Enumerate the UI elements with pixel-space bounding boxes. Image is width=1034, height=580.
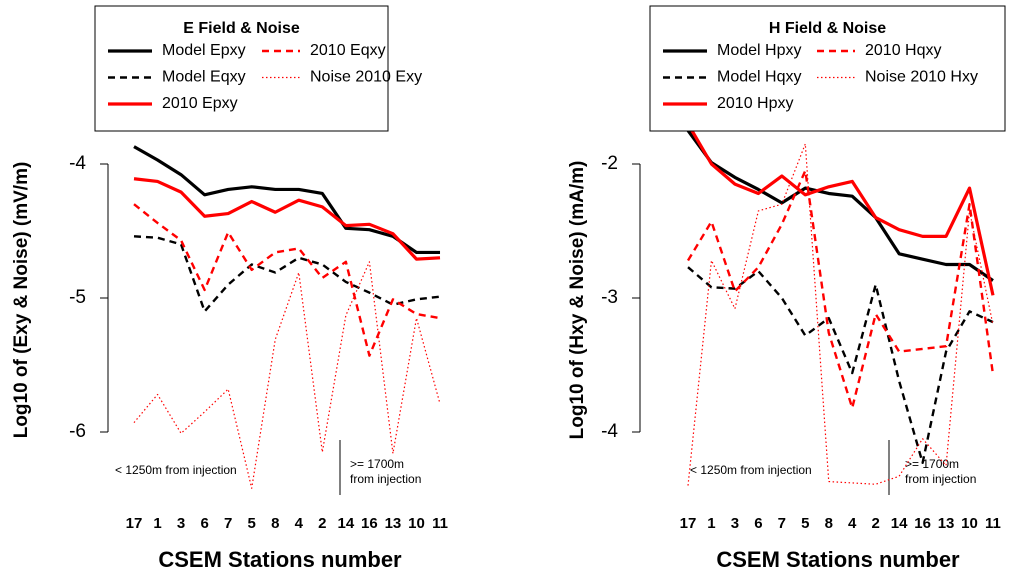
- x-tick-label: 17: [680, 515, 697, 532]
- x-tick-label: 3: [731, 515, 739, 532]
- x-tick-label: 3: [177, 515, 185, 532]
- x-tick-label: 5: [801, 515, 809, 532]
- series-line: [133, 145, 441, 255]
- legend-box: [94, 5, 389, 132]
- x-tick-label: 16: [914, 515, 931, 532]
- series-line: [686, 169, 995, 410]
- legend-label: 2010 Hqxy: [865, 42, 942, 59]
- series-line: [133, 261, 441, 489]
- y-tick-label: -5: [69, 287, 86, 308]
- x-tick-label: 13: [938, 515, 955, 532]
- series-line: [133, 235, 441, 313]
- annotation: from injection: [350, 472, 421, 486]
- legend-label: Model Hpxy: [717, 42, 801, 59]
- series-line: [133, 177, 441, 261]
- x-tick-label: 5: [248, 515, 256, 532]
- annotation: < 1250m from injection: [690, 463, 812, 477]
- legend-label: 2010 Epxy: [162, 95, 238, 112]
- x-tick-label: 17: [126, 515, 143, 532]
- x-tick-label: 2: [318, 515, 326, 532]
- legend-title: H Field & Noise: [769, 20, 886, 37]
- y-tick-label: -3: [601, 287, 618, 308]
- series-line: [687, 143, 994, 486]
- legend-label: 2010 Hpxy: [717, 95, 794, 112]
- x-tick-label: 8: [825, 515, 833, 532]
- x-tick-label: 6: [200, 515, 208, 532]
- x-tick-label: 6: [754, 515, 762, 532]
- x-tick-label: 4: [295, 515, 304, 532]
- x-tick-label: 16: [361, 515, 378, 532]
- legend-label: Model Eqxy: [162, 69, 246, 86]
- x-tick-label: 7: [224, 515, 232, 532]
- x-tick-label: 14: [338, 515, 355, 532]
- annotation: from injection: [905, 472, 976, 486]
- annotation: >= 1700m: [905, 457, 959, 471]
- x-tick-label: 4: [848, 515, 857, 532]
- x-axis-label: CSEM Stations number: [716, 547, 960, 572]
- x-tick-label: 2: [872, 515, 880, 532]
- x-axis-label: CSEM Stations number: [158, 547, 402, 572]
- y-tick-label: -4: [601, 421, 618, 442]
- x-tick-label: 1: [707, 515, 715, 532]
- y-axis-label: Log10 of (Exy & Noise) (mV/m): [11, 162, 32, 439]
- legend-label: 2010 Eqxy: [310, 42, 386, 59]
- legend-label: Noise 2010 Exy: [310, 69, 422, 86]
- series-line: [133, 203, 441, 357]
- legend-label: Noise 2010 Hxy: [865, 69, 978, 86]
- x-tick-label: 8: [271, 515, 279, 532]
- x-tick-label: 14: [891, 515, 908, 532]
- series-line: [687, 266, 994, 465]
- series-line: [686, 122, 995, 296]
- x-tick-label: 11: [985, 515, 1001, 532]
- annotation: < 1250m from injection: [115, 463, 237, 477]
- y-axis-label: Log10 of (Hxy & Noise) (mA/m): [567, 161, 588, 440]
- x-tick-label: 13: [385, 515, 402, 532]
- legend-label: Model Hqxy: [717, 69, 801, 86]
- y-tick-label: -4: [69, 153, 86, 174]
- x-tick-label: 10: [961, 515, 978, 532]
- annotation: >= 1700m: [350, 457, 404, 471]
- x-tick-label: 11: [432, 515, 448, 532]
- legend-box: [649, 5, 1006, 132]
- x-tick-label: 7: [778, 515, 786, 532]
- legend-title: E Field & Noise: [183, 20, 300, 37]
- x-tick-label: 1: [153, 515, 161, 532]
- y-tick-label: -6: [69, 421, 86, 442]
- series-line: [686, 129, 994, 282]
- legend-label: Model Epxy: [162, 42, 246, 59]
- x-tick-label: 10: [408, 515, 425, 532]
- y-tick-label: -2: [601, 153, 618, 174]
